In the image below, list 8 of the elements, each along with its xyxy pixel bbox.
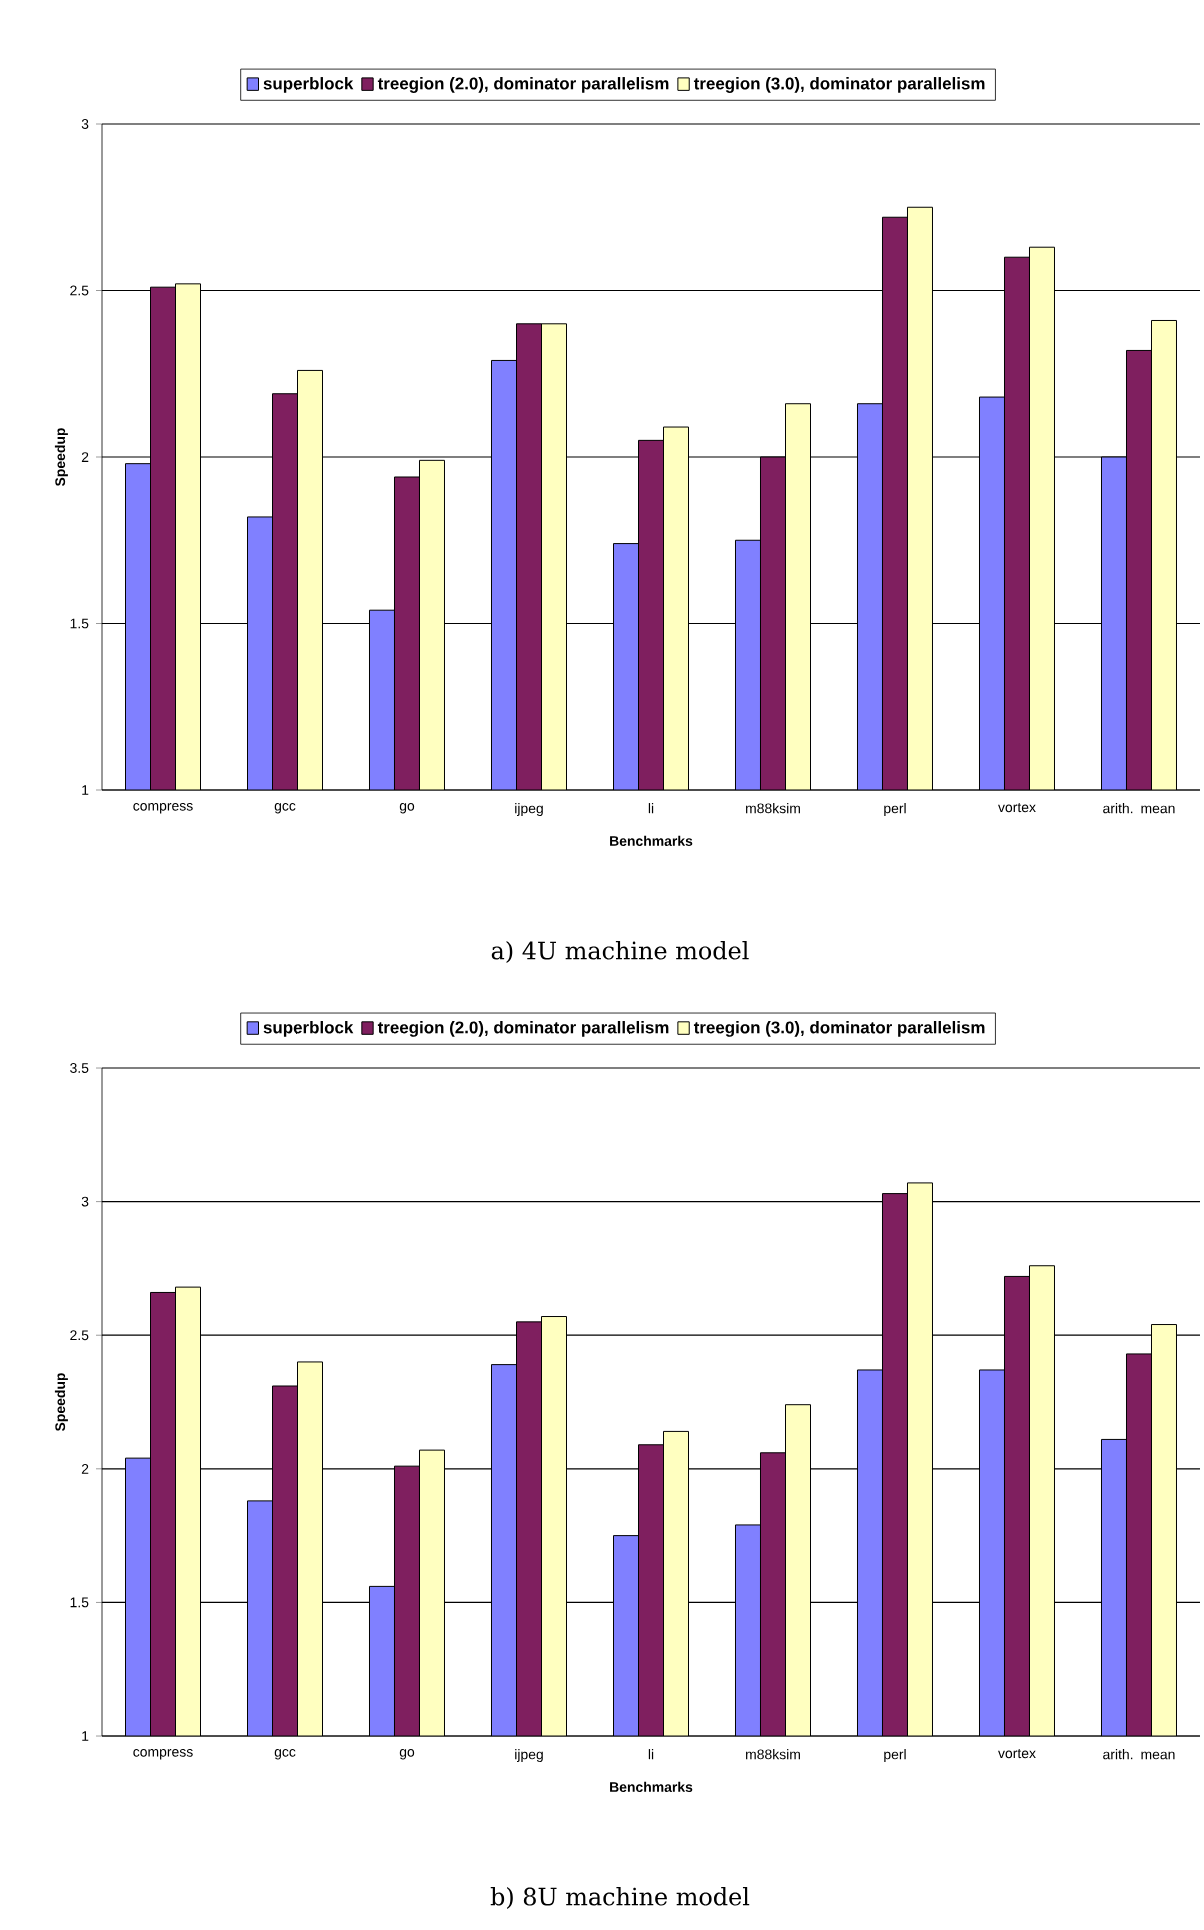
legend-label: treegion (3.0), dominator parallelism	[693, 77, 985, 93]
legend-label: treegion (2.0), dominator parallelism	[377, 77, 669, 93]
text: b) 8U machine model	[490, 1887, 750, 1909]
legend-label: superblock	[263, 1020, 354, 1037]
text: a) 4U machine model	[491, 941, 749, 963]
legend-label: superblock	[263, 77, 354, 93]
legend-label: treegion (3.0), dominator parallelism	[693, 1020, 985, 1037]
legend-label: treegion (2.0), dominator parallelism	[377, 1020, 669, 1037]
